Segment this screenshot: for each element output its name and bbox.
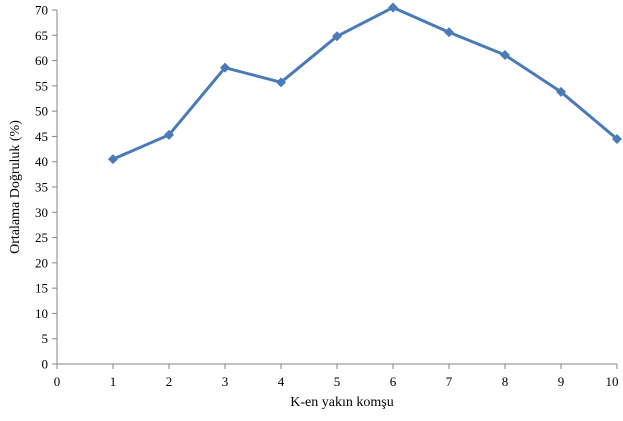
data-point-marker bbox=[388, 2, 398, 13]
x-tick-label: 3 bbox=[222, 374, 229, 389]
x-tick-label: 0 bbox=[54, 374, 61, 389]
x-tick-label: 2 bbox=[166, 374, 173, 389]
y-tick-label: 40 bbox=[35, 154, 48, 169]
y-tick-label: 0 bbox=[42, 357, 49, 372]
y-tick-label: 65 bbox=[35, 28, 48, 43]
x-tick-label: 5 bbox=[334, 374, 341, 389]
y-tick-label: 5 bbox=[42, 331, 49, 346]
x-tick-label: 8 bbox=[502, 374, 509, 389]
y-tick-label: 15 bbox=[35, 281, 48, 296]
x-tick-label: 7 bbox=[446, 374, 453, 389]
series-line bbox=[112, 5, 618, 161]
x-axis-title: K-en yakın komşu bbox=[290, 395, 393, 410]
x-tick-label: 4 bbox=[278, 374, 285, 389]
data-point-marker bbox=[276, 77, 286, 88]
x-tick-label: 6 bbox=[390, 374, 397, 389]
x-tick-label: 9 bbox=[558, 374, 565, 389]
y-tick-label: 10 bbox=[35, 306, 48, 321]
y-tick-label: 20 bbox=[35, 255, 48, 270]
data-point-marker bbox=[220, 62, 230, 73]
data-point-marker bbox=[108, 154, 118, 165]
y-tick-label: 55 bbox=[35, 78, 48, 93]
data-point-marker bbox=[164, 129, 174, 140]
series-layer bbox=[108, 2, 622, 165]
axes bbox=[56, 10, 617, 365]
y-axis-title: Ortalama Doğruluk (%) bbox=[8, 120, 23, 254]
x-tick-label: 10 bbox=[606, 374, 619, 389]
y-tick-label: 60 bbox=[35, 53, 48, 68]
y-tick-label: 45 bbox=[35, 129, 48, 144]
x-tick-label: 1 bbox=[110, 374, 117, 389]
y-tick-label: 30 bbox=[35, 205, 48, 220]
data-point-marker bbox=[444, 27, 454, 38]
data-point-marker bbox=[332, 31, 342, 42]
data-point-marker bbox=[500, 50, 510, 61]
y-tick-label: 50 bbox=[35, 104, 48, 119]
y-tick-label: 25 bbox=[35, 230, 48, 245]
data-point-marker bbox=[612, 133, 622, 144]
y-tick-label: 70 bbox=[35, 3, 48, 18]
data-point-marker bbox=[556, 86, 566, 97]
y-tick-label: 35 bbox=[35, 180, 48, 195]
